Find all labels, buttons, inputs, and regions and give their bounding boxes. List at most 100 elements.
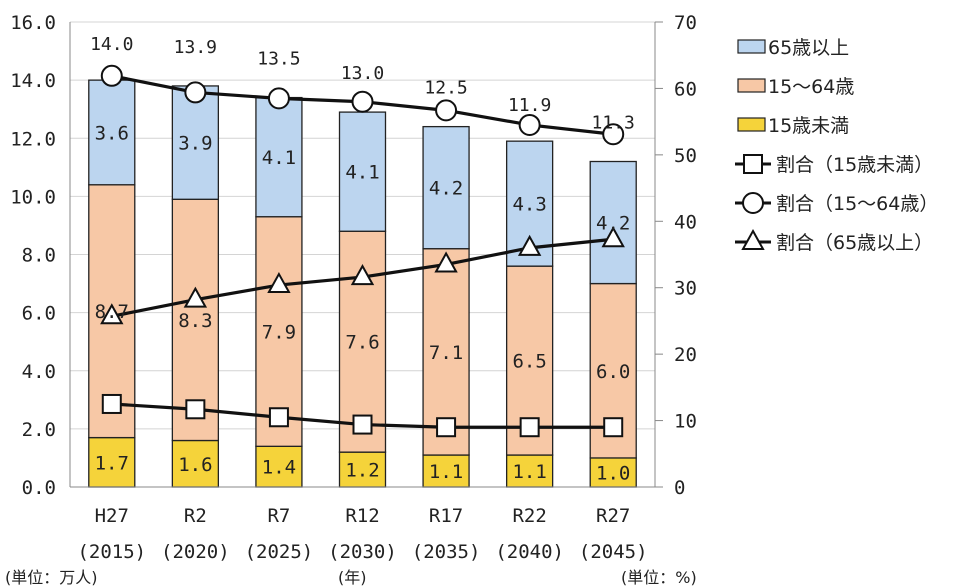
bar-segment	[88, 436, 136, 488]
legend-label: 割合（65歳以上）	[776, 232, 933, 254]
x-tick-label: R17	[429, 505, 463, 527]
line-point-circle	[184, 81, 207, 104]
x-tick-label: R7	[267, 505, 290, 527]
bar-value-label: 7.1	[429, 342, 463, 364]
left-tick-label: 2.0	[22, 419, 56, 441]
legend-label: 割合（15歳未満）	[776, 154, 933, 176]
line-point-square	[101, 393, 122, 414]
bar-segment	[589, 160, 637, 285]
line-point-triangle	[517, 234, 542, 256]
line-point-square	[268, 407, 289, 428]
total-value-label: 13.0	[341, 63, 384, 84]
bar-value-label: 1.2	[345, 460, 379, 482]
bar-value-label: 7.9	[262, 322, 296, 344]
bar-value-label: 4.2	[429, 178, 463, 200]
bar-value-label: 1.4	[262, 457, 296, 479]
bar-value-label: 4.1	[262, 147, 296, 169]
right-tick-label: 30	[674, 278, 697, 300]
line-point-triangle	[601, 226, 625, 248]
total-value-label: 12.5	[424, 78, 467, 99]
data-labels: 1.7 8.7 3.6 14.0 1.6 8.3 3.9 13.9 1.4 7.9 4.1 13.5 1…	[90, 34, 635, 484]
x-year-label: (2015)	[77, 541, 146, 563]
line-point-triangle	[267, 271, 291, 294]
x-year-label: (2030)	[328, 541, 397, 563]
line-point-square	[603, 417, 624, 438]
line-point-circle	[742, 192, 764, 214]
line-point-square	[743, 154, 763, 174]
x-year-label: (2045)	[579, 541, 648, 563]
bar-value-label: 3.9	[178, 133, 212, 155]
ratio-lines	[100, 64, 625, 438]
x-year-label: (2020)	[161, 541, 230, 563]
left-tick-label: 16.0	[10, 12, 56, 34]
right-unit-label: (単位：%)	[621, 568, 697, 587]
bar-value-label: 4.1	[345, 162, 379, 184]
legend-swatch	[737, 39, 766, 54]
line-point-circle	[518, 113, 541, 136]
bar-value-label: 1.7	[95, 452, 129, 474]
left-tick-label: 10.0	[10, 186, 56, 208]
bar-value-label: 6.0	[596, 361, 630, 383]
line-point-circle	[100, 64, 123, 87]
legend-label: 15～64歳	[768, 76, 854, 98]
right-tick-label: 0	[674, 477, 685, 499]
right-tick-label: 40	[674, 211, 697, 233]
bar-value-label: 1.1	[429, 461, 463, 483]
bar-value-label: 1.6	[178, 454, 212, 476]
x-tick-label: R12	[345, 505, 379, 527]
line-point-square	[185, 399, 206, 420]
right-tick-label: 20	[674, 344, 697, 366]
line-point-triangle	[183, 286, 208, 308]
bar-value-label: 8.7	[95, 301, 129, 323]
x-year-label: (2025)	[245, 541, 314, 563]
right-tick-label: 60	[674, 78, 697, 100]
line-point-triangle	[741, 228, 765, 250]
line-point-circle	[267, 87, 290, 110]
bar-value-label: 8.3	[178, 310, 212, 332]
bar-value-label: 4.2	[596, 213, 630, 235]
right-tick-label: 50	[674, 145, 697, 167]
line-point-triangle	[350, 264, 375, 286]
line-point-triangle	[434, 251, 458, 273]
x-tick-label: R22	[512, 505, 546, 527]
bar-value-label: 4.3	[512, 194, 546, 216]
bar-value-label: 3.6	[95, 122, 129, 144]
left-tick-label: 14.0	[10, 70, 56, 92]
bar-segment	[338, 111, 387, 232]
left-unit-label: (単位：万人)	[5, 568, 98, 587]
total-value-label: 13.5	[257, 49, 300, 70]
right-tick-label: 70	[674, 12, 697, 34]
legend-swatch	[737, 78, 766, 93]
legend-label: 65歳以上	[768, 37, 849, 59]
bar-value-label: 1.0	[596, 462, 630, 484]
x-unit-label: (年)	[338, 568, 367, 587]
legend-label: 割合（15～64歳）	[776, 193, 938, 215]
line-point-circle	[602, 123, 625, 146]
left-tick-label: 4.0	[22, 361, 56, 383]
total-value-label: 14.0	[90, 34, 133, 55]
line-point-circle	[435, 99, 458, 122]
left-tick-label: 6.0	[22, 303, 56, 325]
axes: 0.0 2.0 4.0 6.0 8.0 10.0 12.0 14.0 16.0 0 10 20 30 40…	[10, 12, 697, 563]
total-value-label: 11.3	[592, 113, 635, 134]
bar-value-label: 7.6	[345, 332, 379, 354]
bar-value-label: 6.5	[512, 351, 546, 373]
bar-segment	[338, 451, 387, 488]
legend-swatch	[737, 117, 766, 132]
left-tick-label: 8.0	[22, 245, 56, 267]
x-year-label: (2035)	[412, 541, 481, 563]
x-tick-label: R27	[596, 505, 630, 527]
line-point-square	[519, 417, 540, 438]
bar-segment	[255, 96, 303, 218]
left-tick-label: 0.0	[22, 477, 56, 499]
legend-label: 15歳未満	[768, 115, 849, 137]
x-year-label: (2040)	[495, 541, 564, 563]
line-point-circle	[351, 90, 374, 113]
total-value-label: 13.9	[174, 37, 217, 58]
bar-value-label: 1.1	[512, 461, 546, 483]
total-value-label: 11.9	[508, 95, 551, 116]
line-point-square	[436, 417, 457, 438]
bar-segment	[88, 79, 136, 186]
